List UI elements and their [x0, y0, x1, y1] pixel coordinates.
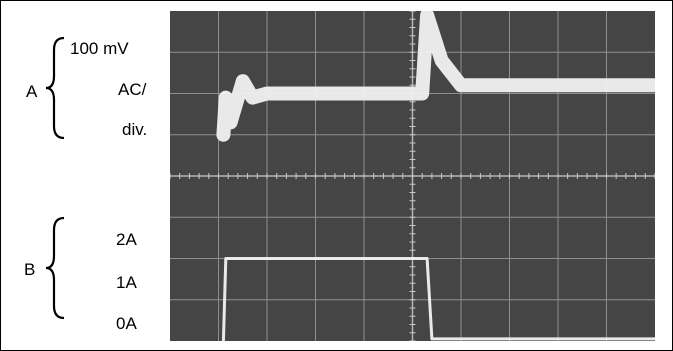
waveform-plot — [170, 11, 655, 341]
channel-b-letter: B — [24, 260, 36, 279]
channel-a-scale-2: AC/ — [118, 80, 147, 99]
channel-a-scale-1: 100 mV — [70, 39, 129, 58]
channel-a-scale-3: div. — [122, 120, 148, 139]
trace-channel-b — [221, 257, 655, 341]
graticule — [170, 11, 655, 341]
channel-b-tick-0a: 0A — [116, 314, 137, 333]
traces — [216, 11, 655, 341]
channel-a-brace — [45, 36, 65, 140]
channel-a-letter: A — [26, 82, 38, 101]
channel-b-brace — [45, 216, 65, 320]
trace-channel-a — [216, 11, 655, 142]
channel-b-tick-2a: 2A — [116, 230, 137, 249]
oscilloscope-screen — [170, 11, 655, 341]
channel-b-tick-1a: 1A — [116, 273, 137, 292]
